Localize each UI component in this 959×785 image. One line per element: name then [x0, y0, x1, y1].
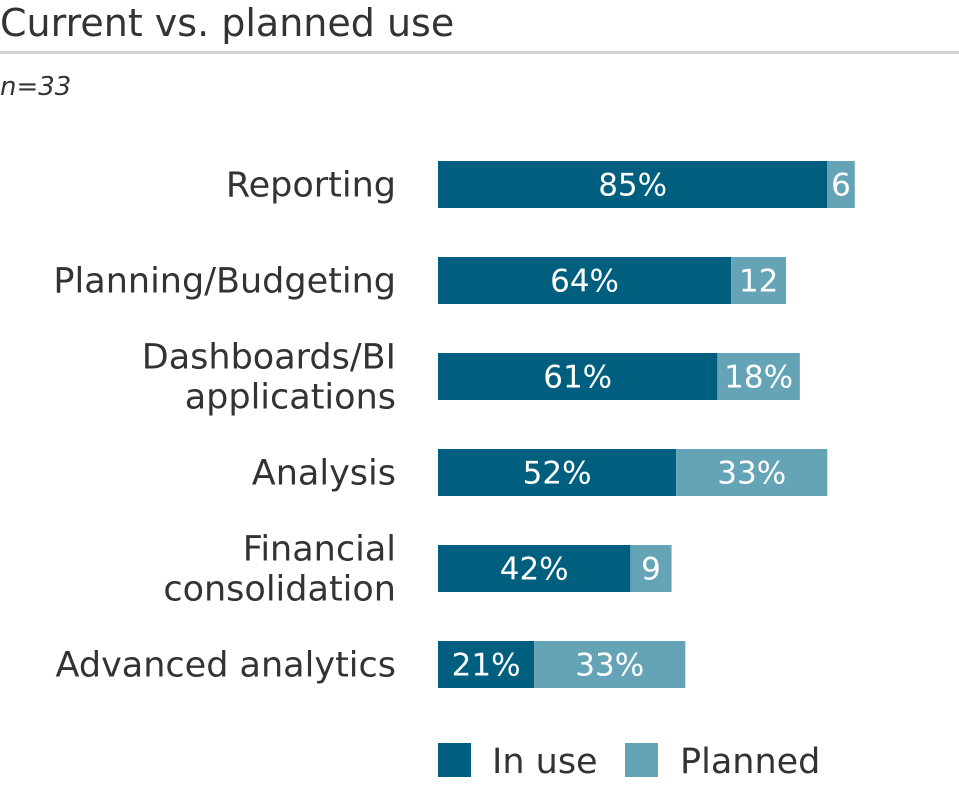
bar-planned	[534, 641, 686, 688]
data-label: 52%	[523, 456, 592, 492]
category-label: Planning/Budgeting	[53, 262, 396, 302]
data-label: 6	[831, 168, 851, 204]
bar-planned	[827, 161, 855, 208]
data-label: 21%	[452, 648, 521, 684]
data-label: 64%	[550, 264, 619, 300]
category-label: Advanced analytics	[56, 646, 396, 686]
category-label: Dashboards/BI	[142, 338, 396, 378]
legend-swatch-in-use	[438, 743, 471, 777]
legend-swatch-planned	[625, 743, 658, 777]
bar-planned	[676, 449, 828, 496]
category-label: applications	[185, 378, 396, 418]
data-label: 9	[641, 552, 661, 588]
bar-in-use	[438, 161, 828, 208]
bar-in-use	[438, 449, 677, 496]
chart-title: Current vs. planned use	[0, 1, 455, 45]
bar-in-use	[438, 257, 732, 304]
data-label: 18%	[724, 360, 793, 396]
bar-planned	[731, 257, 787, 304]
bar-planned	[717, 353, 800, 400]
bar-in-use	[438, 641, 535, 688]
category-label: consolidation	[163, 570, 396, 610]
title-divider	[0, 51, 959, 54]
data-label: 33%	[575, 648, 644, 684]
bar-in-use	[438, 545, 631, 592]
data-label: 61%	[543, 360, 612, 396]
bar-in-use	[438, 353, 718, 400]
data-label: 85%	[598, 168, 667, 204]
chart-subtitle: n=33	[0, 72, 72, 102]
data-label: 33%	[717, 456, 786, 492]
category-label: Financial	[243, 530, 396, 570]
data-label: 42%	[500, 552, 569, 588]
data-label: 12	[739, 264, 778, 300]
category-label: Reporting	[226, 166, 396, 206]
legend-label-planned: Planned	[680, 742, 820, 782]
bar-planned	[630, 545, 672, 592]
category-label: Analysis	[252, 454, 396, 494]
legend-label-in-use: In use	[492, 742, 598, 782]
